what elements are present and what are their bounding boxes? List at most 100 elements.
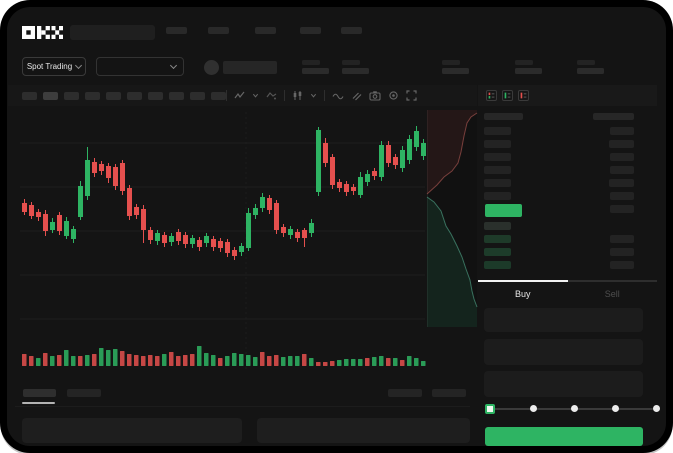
bid-amount-placeholder-2	[610, 235, 634, 243]
bottom-panel-placeholder-2	[257, 418, 470, 443]
amount-slider-handle[interactable]	[485, 404, 495, 414]
ask-amount-placeholder-7	[610, 205, 634, 213]
slider-tick-3[interactable]	[612, 405, 619, 412]
fullscreen-icon[interactable]	[406, 90, 417, 101]
orderbook-view-asks-icon[interactable]	[518, 90, 529, 101]
bid-price-placeholder-2	[484, 235, 511, 243]
stat-value-placeholder	[515, 68, 542, 74]
stat-value-placeholder	[442, 68, 469, 74]
slider-tick-4[interactable]	[653, 405, 660, 412]
market-selector-label: Spot Trading	[26, 62, 73, 71]
candlestick-chart[interactable]	[7, 7, 666, 446]
okx-logo	[22, 26, 63, 39]
nav-item-placeholder-1[interactable]	[166, 27, 187, 34]
trade-tabs: Buy Sell	[478, 280, 657, 306]
stat-value-placeholder	[577, 68, 604, 74]
orderbook-view-bids-icon[interactable]	[502, 90, 513, 101]
last-price-badge[interactable]	[485, 204, 522, 217]
stat-label-placeholder	[442, 60, 460, 65]
market-stat-3	[442, 60, 469, 74]
toolbar-divider	[284, 90, 285, 101]
nav-item-placeholder-3[interactable]	[255, 27, 276, 34]
timeframe-button-placeholder-5[interactable]	[106, 92, 121, 100]
chevron-down-icon	[75, 61, 83, 69]
bid-price-placeholder-3	[484, 248, 511, 256]
timeframe-button-placeholder-2[interactable]	[43, 92, 58, 100]
stat-label-placeholder	[577, 60, 595, 65]
logo-text-placeholder	[70, 25, 155, 40]
orderbook-header-price	[484, 113, 523, 120]
chevron-down-icon[interactable]	[252, 92, 259, 99]
bottom-panel-placeholder-1	[22, 418, 242, 443]
bid-amount-placeholder-4	[610, 261, 634, 269]
timeframe-button-placeholder-3[interactable]	[64, 92, 79, 100]
ask-amount-placeholder-6	[610, 192, 634, 200]
line-style-icon[interactable]	[332, 90, 344, 101]
ask-amount-placeholder-2	[609, 140, 634, 148]
price-input[interactable]	[484, 308, 643, 332]
chevron-down-icon[interactable]	[310, 92, 317, 99]
stat-label-placeholder	[302, 60, 320, 65]
tab-sell-label: Sell	[604, 289, 620, 299]
coin-icon	[204, 60, 219, 75]
stat-label-placeholder	[342, 60, 360, 65]
stat-value-placeholder	[342, 68, 369, 74]
ask-price-placeholder-3	[484, 153, 511, 161]
candle-type-icon[interactable]	[292, 90, 303, 101]
ask-price-placeholder-1	[484, 127, 511, 135]
nav-item-placeholder-2[interactable]	[208, 27, 229, 34]
bottom-tab-placeholder-1[interactable]	[23, 389, 56, 397]
stat-value-placeholder	[302, 68, 329, 74]
market-stat-1	[302, 60, 329, 74]
market-selector-button[interactable]: Spot Trading	[22, 57, 86, 76]
app-screen: Spot Trading	[7, 7, 666, 446]
bid-price-placeholder-1	[484, 222, 511, 230]
timeframe-button-placeholder-8[interactable]	[169, 92, 184, 100]
compare-icon[interactable]	[266, 90, 277, 101]
bottom-divider	[15, 406, 470, 407]
last-price-placeholder	[223, 61, 277, 74]
tab-sell[interactable]: Sell	[567, 280, 657, 306]
orderbook-view-combined-icon[interactable]	[486, 90, 497, 101]
timeframe-button-placeholder-4[interactable]	[85, 92, 100, 100]
timeframe-button-placeholder-6[interactable]	[127, 92, 142, 100]
bid-amount-placeholder-3	[610, 248, 634, 256]
timeframe-button-placeholder-10[interactable]	[211, 92, 226, 100]
slider-tick-1[interactable]	[530, 405, 537, 412]
ask-price-placeholder-4	[484, 166, 511, 174]
buy-cta-button[interactable]	[485, 427, 643, 446]
depth-chart-panel	[427, 110, 477, 327]
draw-tool-icon[interactable]	[351, 90, 362, 101]
total-input[interactable]	[484, 371, 643, 397]
nav-item-placeholder-5[interactable]	[341, 27, 362, 34]
camera-icon[interactable]	[369, 90, 381, 101]
timeframe-button-placeholder-7[interactable]	[148, 92, 163, 100]
ask-price-placeholder-2	[484, 140, 511, 148]
pair-selector-dropdown[interactable]	[96, 57, 184, 76]
indicators-icon[interactable]	[234, 90, 245, 101]
chevron-down-icon	[169, 61, 178, 69]
bottom-tab-placeholder-2[interactable]	[67, 389, 101, 397]
nav-item-placeholder-4[interactable]	[300, 27, 321, 34]
bottom-action-placeholder-2[interactable]	[432, 389, 466, 397]
ask-amount-placeholder-5	[609, 179, 634, 187]
market-stat-5	[577, 60, 604, 74]
ask-price-placeholder-6	[484, 192, 511, 200]
market-stat-4	[515, 60, 542, 74]
ask-amount-placeholder-3	[610, 153, 634, 161]
timeframe-button-placeholder-9[interactable]	[190, 92, 205, 100]
stat-label-placeholder	[515, 60, 533, 65]
slider-tick-2[interactable]	[571, 405, 578, 412]
toolbar-divider	[226, 90, 227, 101]
bottom-action-placeholder-1[interactable]	[388, 389, 422, 397]
timeframe-button-placeholder-1[interactable]	[22, 92, 37, 100]
chart-toolbar-strip	[8, 85, 477, 106]
tab-buy-label: Buy	[514, 289, 531, 299]
settings-icon[interactable]	[388, 90, 399, 101]
tab-buy[interactable]: Buy	[478, 280, 568, 306]
amount-input[interactable]	[484, 339, 643, 365]
toolbar-divider	[324, 90, 325, 101]
ask-amount-placeholder-4	[610, 166, 634, 174]
market-stat-2	[342, 60, 369, 74]
